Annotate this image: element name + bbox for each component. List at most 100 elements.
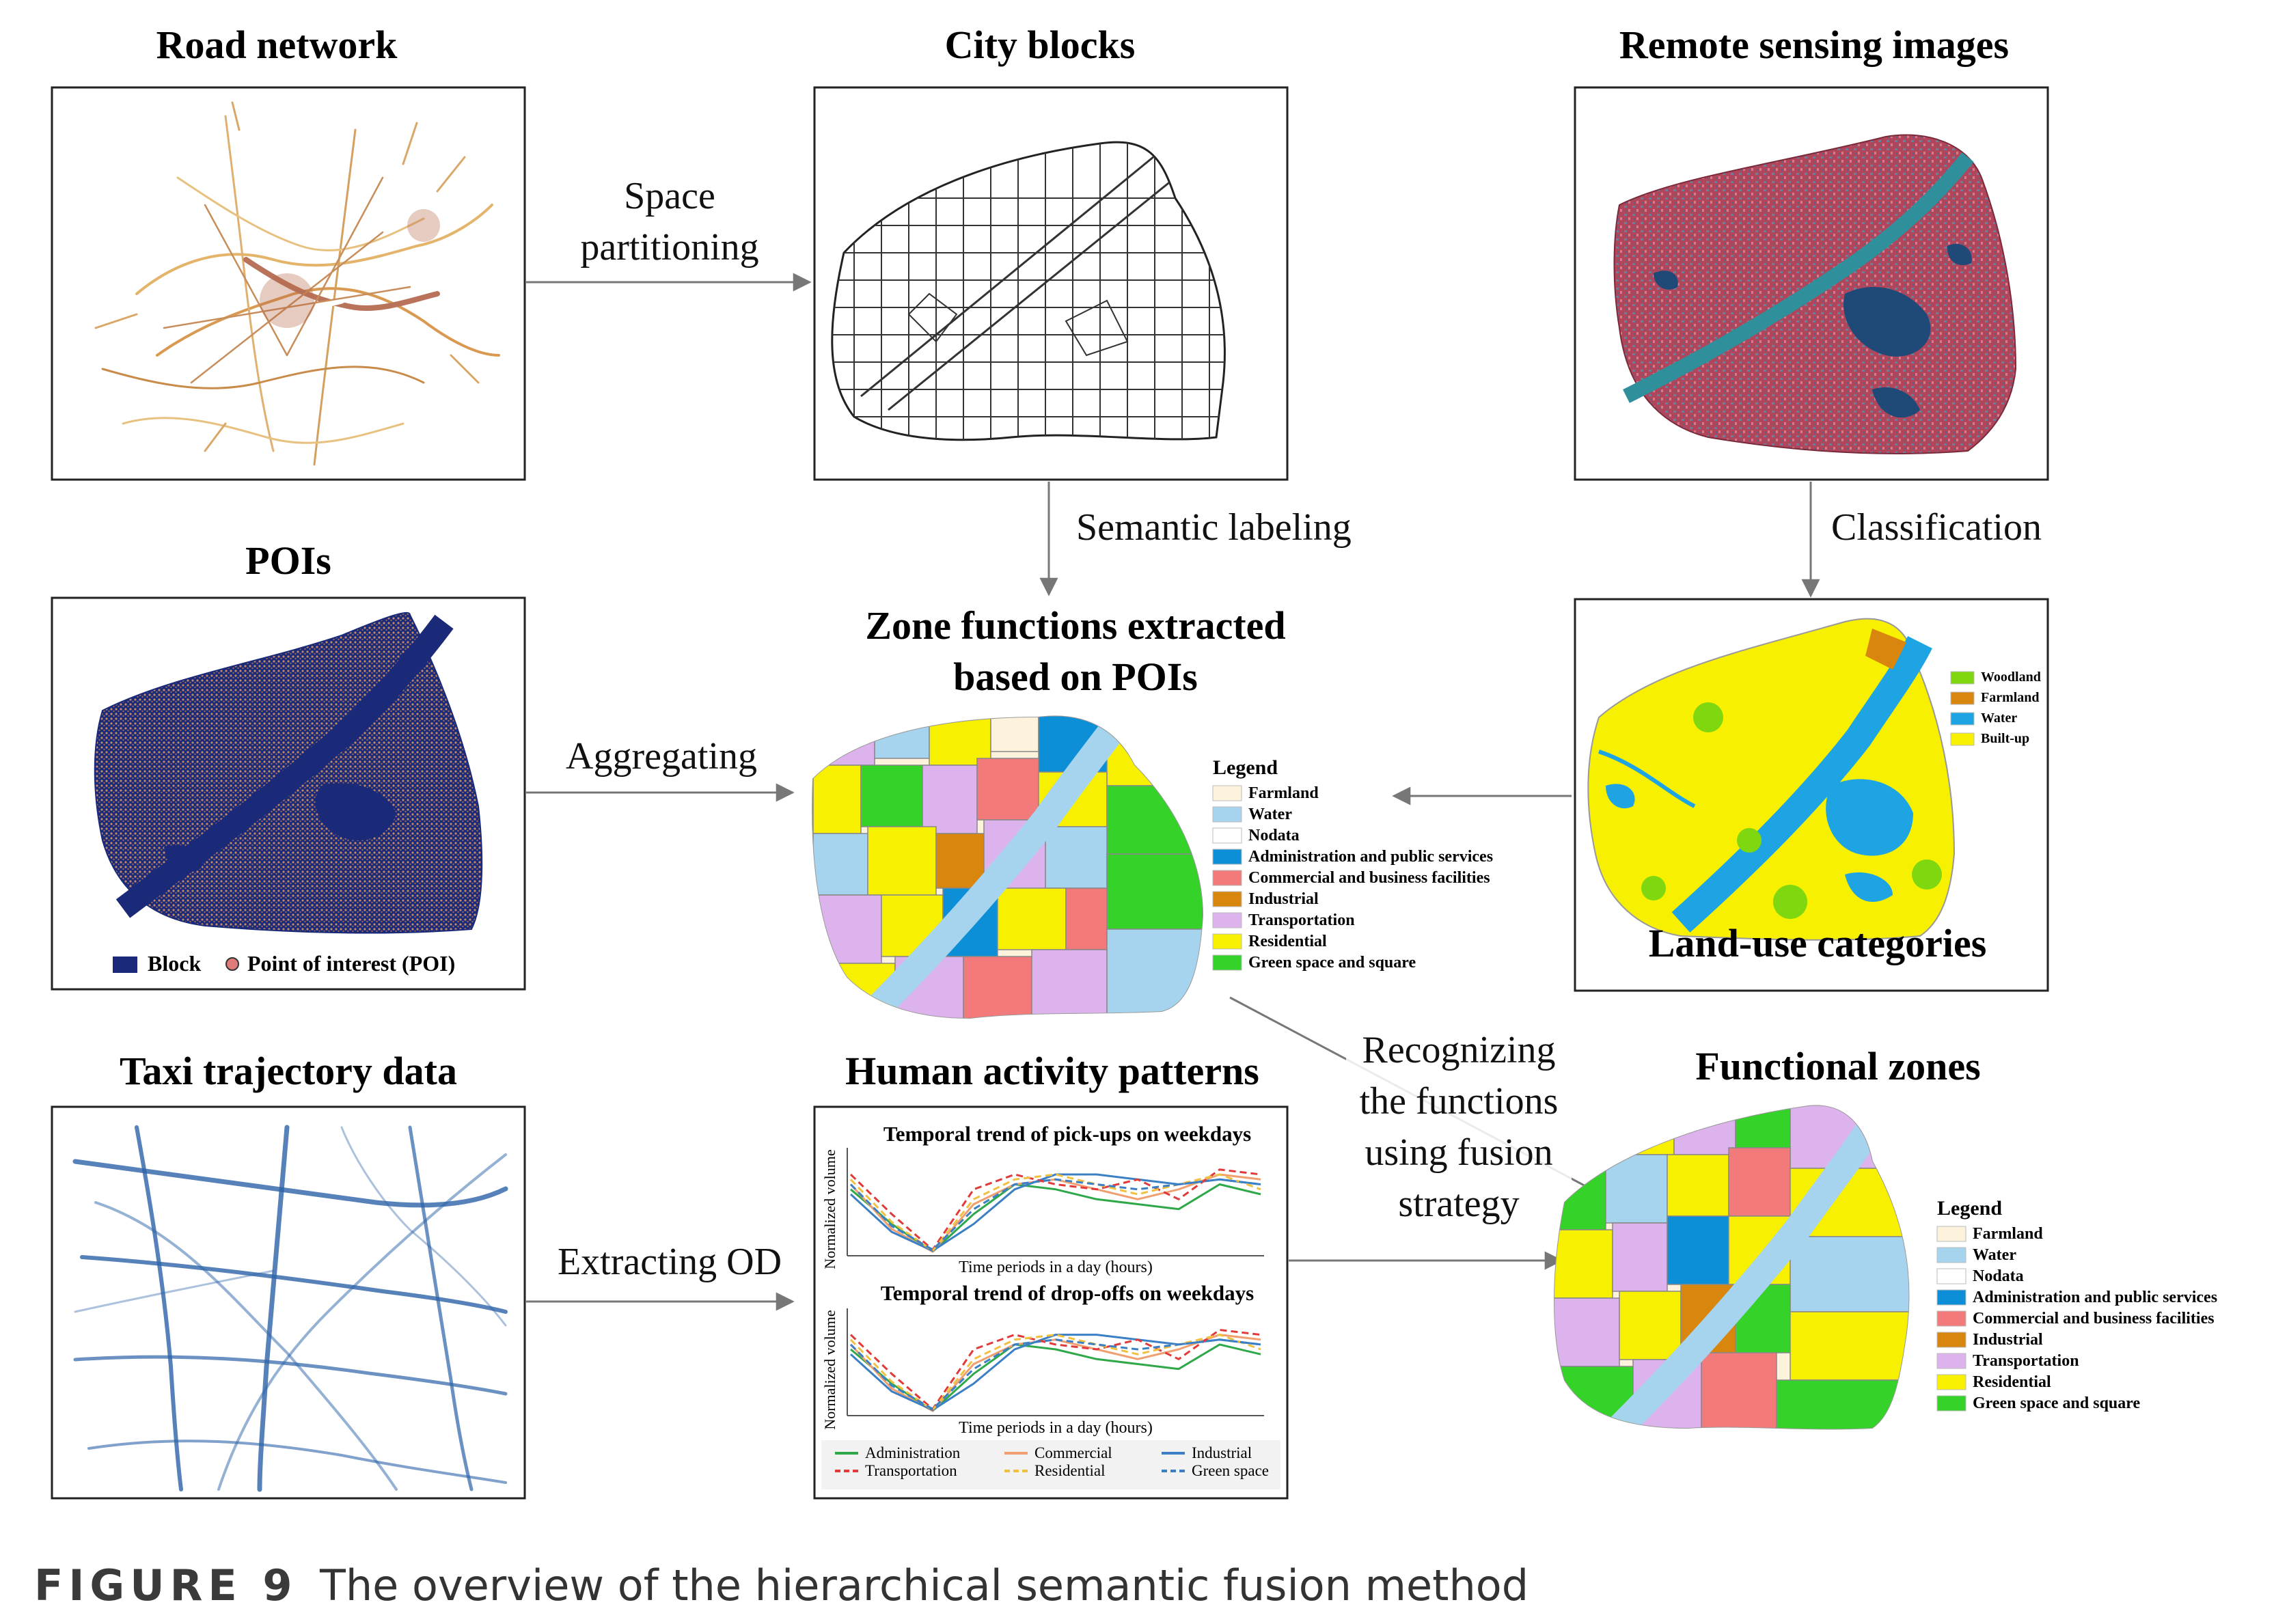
- legend-item-label: Green space and square: [1973, 1394, 2140, 1412]
- legend-swatch: [1936, 1353, 1966, 1369]
- legend-swatch: [1212, 954, 1242, 971]
- activity-legend-label: Commercial: [1034, 1444, 1112, 1461]
- remote-sensing-map: [1613, 134, 2017, 454]
- legend-item-label: Transportation: [1973, 1352, 2079, 1370]
- legend-swatch: [1950, 691, 1975, 705]
- legend-swatch: [1936, 1310, 1966, 1327]
- dropoffs-chart-title: Temporal trend of drop-offs on weekdays: [881, 1281, 1254, 1305]
- pois-title: POIs: [245, 538, 331, 583]
- legend-item-label: Transportation: [1248, 911, 1355, 929]
- legend-item-label: Industrial: [1248, 890, 1319, 908]
- activity-series-line: [849, 1329, 1261, 1410]
- legend-title: Legend: [1213, 756, 1278, 779]
- pois-map: [94, 611, 483, 934]
- pickups-ylabel: Normalized volume: [821, 1149, 838, 1269]
- legend-swatch: [1212, 785, 1242, 801]
- land-use-map: [1587, 618, 1956, 941]
- space-partitioning-label-2: partitioning: [580, 226, 758, 269]
- legend-swatch: [1936, 1268, 1966, 1284]
- activity-legend-label: Green space: [1192, 1462, 1269, 1479]
- legend-item-label: Commercial and business facilities: [1973, 1310, 2215, 1327]
- zone-functions-title-line1: Zone functions extracted: [865, 603, 1285, 648]
- legend-item-label: Residential: [1248, 933, 1327, 950]
- land-use-title: Land-use categories: [1649, 921, 1987, 965]
- land-use-legend: Woodland Farmland Water Built-up: [1950, 670, 2041, 746]
- pickups-xlabel: Time periods in a day (hours): [959, 1258, 1153, 1276]
- activity-legend-label: Administration: [865, 1444, 961, 1461]
- recognizing-label-2: the functions: [1360, 1080, 1559, 1123]
- recognizing-label-1: Recognizing: [1362, 1029, 1555, 1071]
- legend-swatch: [1950, 671, 1975, 685]
- pickups-chart-lines: [849, 1168, 1261, 1253]
- legend-swatch: [1936, 1226, 1966, 1242]
- remote-sensing-panel: [1574, 86, 2049, 481]
- taxi-trajectory-map: [72, 1125, 508, 1492]
- legend-swatch: [1936, 1374, 1966, 1390]
- taxi-title: Taxi trajectory data: [120, 1049, 457, 1093]
- city-blocks-panel: [813, 86, 1289, 481]
- human-activity-title: Human activity patterns: [845, 1049, 1259, 1093]
- recognizing-label-3: using fusion: [1365, 1131, 1552, 1174]
- recognizing-label-4: strategy: [1398, 1183, 1519, 1225]
- legend-item-label: Woodland: [1981, 670, 2041, 685]
- legend-item-label: Administration and public services: [1973, 1289, 2217, 1306]
- legend-item-label: Nodata: [1973, 1267, 2024, 1285]
- taxi-panel: [51, 1105, 526, 1500]
- legend-swatch: [1936, 1247, 1966, 1263]
- legend-item-label: Administration and public services: [1248, 848, 1493, 866]
- functional-zones-title: Functional zones: [1695, 1044, 1980, 1088]
- activity-legend-label: Residential: [1034, 1462, 1105, 1479]
- poi-legend-label: Point of interest (POI): [247, 951, 455, 976]
- zone-functions-map: [812, 715, 1204, 1019]
- legend-item-label: Industrial: [1973, 1331, 2043, 1349]
- legend-swatch: [1936, 1395, 1966, 1412]
- space-partitioning-label-1: Space: [624, 175, 715, 217]
- block-legend-label: Block: [148, 951, 201, 976]
- zone-functions-legend: Legend Farmland Water Nodata Administration …: [1212, 756, 1493, 972]
- legend-swatch: [1936, 1332, 1966, 1348]
- semantic-labeling-label: Semantic labeling: [1076, 506, 1352, 549]
- activity-chart-legend: Administration Commercial Industrial Transp…: [835, 1444, 1269, 1479]
- legend-swatch: [1950, 732, 1975, 746]
- dropoffs-ylabel: Normalized volume: [821, 1310, 838, 1429]
- activity-series-line: [849, 1178, 1261, 1251]
- classification-label: Classification: [1831, 506, 2042, 549]
- legend-swatch: [1212, 827, 1242, 844]
- legend-item-label: Built-up: [1981, 731, 2029, 746]
- functional-zones-legend: Legend Farmland Water Nodata Administration …: [1936, 1197, 2217, 1412]
- legend-swatch: [1212, 891, 1242, 907]
- legend-swatch: [1936, 1289, 1966, 1306]
- remote-sensing-title: Remote sensing images: [1619, 23, 2009, 67]
- functional-zones-panel: Legend Farmland Water Nodata Administration …: [1554, 1105, 2217, 1430]
- road-network-title: Road network: [156, 23, 398, 67]
- human-activity-panel: Temporal trend of pick-ups on weekdays N…: [813, 1105, 1289, 1500]
- legend-item-label: Nodata: [1248, 827, 1300, 844]
- activity-series-line: [849, 1168, 1261, 1251]
- pois-panel: Block Point of interest (POI): [51, 596, 526, 991]
- legend-swatch: [1212, 870, 1242, 886]
- aggregating-label: Aggregating: [566, 735, 757, 777]
- land-use-panel: Woodland Farmland Water Built-up Land-use c…: [1574, 598, 2049, 992]
- dropoffs-chart-lines: [849, 1329, 1261, 1412]
- road-network-panel: [51, 86, 526, 481]
- legend-item-label: Farmland: [1973, 1225, 2043, 1243]
- poi-legend-marker: [225, 957, 239, 971]
- legend-swatch: [1950, 712, 1975, 726]
- road-network-map: [94, 101, 500, 466]
- city-blocks-title: City blocks: [945, 23, 1136, 67]
- legend-title: Legend: [1937, 1197, 2002, 1220]
- activity-series-line: [849, 1338, 1261, 1410]
- legend-item-label: Green space and square: [1248, 954, 1416, 972]
- activity-series-line: [849, 1173, 1261, 1252]
- activity-legend-label: Industrial: [1192, 1444, 1252, 1461]
- pickups-chart-title: Temporal trend of pick-ups on weekdays: [883, 1122, 1251, 1146]
- city-blocks-map: [831, 141, 1226, 441]
- functional-zones-map: [1554, 1105, 1910, 1430]
- legend-swatch: [1212, 912, 1242, 928]
- legend-item-label: Water: [1973, 1246, 2016, 1264]
- legend-item-label: Farmland: [1248, 784, 1319, 802]
- figure-caption: The overview of the hierarchical semanti…: [319, 1560, 1529, 1610]
- figure-number: FIGURE 9: [34, 1560, 297, 1610]
- zone-functions-panel: Zone functions extracted based on POIs L…: [812, 603, 1493, 1019]
